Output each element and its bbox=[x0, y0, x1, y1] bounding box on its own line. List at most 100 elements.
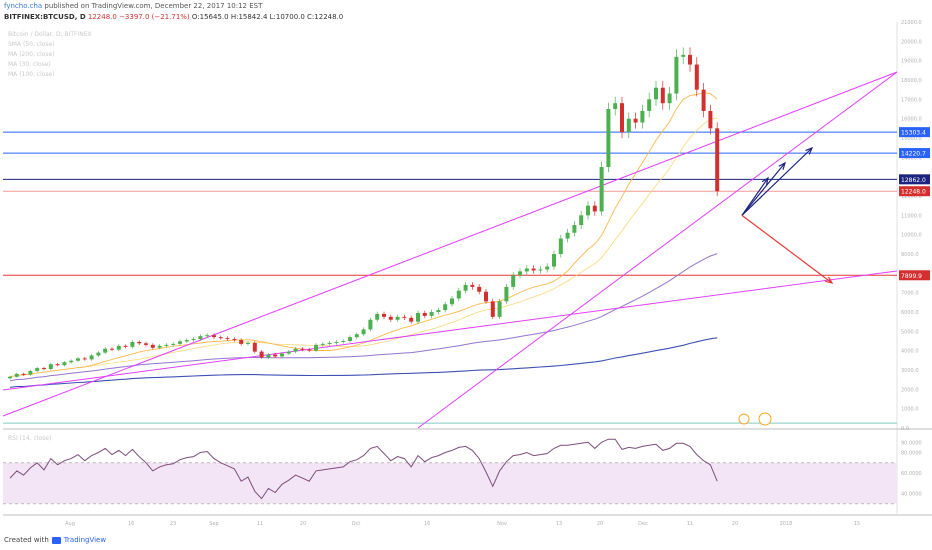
y-tick-label: 14000.0 bbox=[901, 155, 922, 161]
indicator-legend-item[interactable]: SMA (50, close) bbox=[8, 41, 55, 48]
y-tick-label: 1000.0 bbox=[901, 407, 919, 413]
candle bbox=[212, 335, 216, 338]
candle bbox=[701, 89, 706, 111]
candle bbox=[409, 317, 414, 322]
candle bbox=[613, 103, 618, 109]
ma30-line bbox=[9, 117, 718, 378]
candle bbox=[382, 313, 386, 317]
author-link[interactable]: fyncho.cha bbox=[4, 2, 43, 10]
candle bbox=[327, 342, 332, 344]
ohlc-values: O:15645.0 H:15842.4 L:10700.0 C:12248.0 bbox=[191, 13, 344, 21]
candle bbox=[280, 353, 284, 357]
candle bbox=[191, 339, 196, 341]
y-tick-label: 15000.0 bbox=[901, 136, 922, 142]
candle bbox=[586, 205, 590, 216]
candle bbox=[688, 54, 692, 65]
y-tick-label: 5000.0 bbox=[901, 329, 919, 335]
rsi-tick-label: 40.0000 bbox=[901, 492, 922, 498]
projection-arrow-up-2 bbox=[741, 162, 786, 216]
candle bbox=[484, 291, 488, 302]
tradingview-brand[interactable]: TradingView bbox=[63, 536, 107, 544]
candle bbox=[14, 373, 19, 377]
candle bbox=[76, 358, 80, 361]
candle bbox=[252, 342, 257, 352]
candle bbox=[246, 342, 250, 344]
candle bbox=[647, 99, 652, 111]
y-tick-label: 9000.0 bbox=[901, 252, 919, 258]
ma50-line bbox=[9, 92, 718, 378]
rsi-tick-label: 80.0000 bbox=[901, 451, 922, 457]
candle bbox=[443, 304, 448, 311]
projection-arrow-up-1 bbox=[741, 147, 813, 216]
symbol-label: BITFINEX:BTCUSD, D bbox=[4, 13, 86, 21]
candle bbox=[62, 362, 67, 366]
candle bbox=[320, 343, 325, 345]
ma200-line bbox=[9, 253, 718, 382]
candle bbox=[504, 286, 509, 302]
candle bbox=[239, 340, 244, 344]
x-tick-label: 20 bbox=[300, 521, 306, 527]
y-tick-label: 12000.0 bbox=[901, 194, 922, 200]
candle bbox=[8, 376, 12, 379]
candle bbox=[640, 110, 645, 123]
x-tick-label: 23 bbox=[170, 521, 176, 527]
candle bbox=[518, 271, 522, 276]
candle bbox=[171, 343, 176, 345]
x-tick-label: 11 bbox=[257, 521, 263, 527]
trendline-upper bbox=[2, 71, 898, 417]
candle bbox=[368, 319, 373, 330]
candle bbox=[592, 205, 597, 212]
indicator-legend-item[interactable]: MA (200, close) bbox=[8, 51, 55, 58]
candle bbox=[69, 360, 74, 363]
y-tick-label: 18000.0 bbox=[901, 78, 922, 84]
trendline-lower bbox=[2, 270, 898, 391]
candle bbox=[341, 341, 346, 342]
event-badge-icon bbox=[758, 412, 772, 426]
candle bbox=[300, 348, 305, 350]
candle bbox=[218, 337, 223, 339]
price-label: 7899.9 bbox=[901, 273, 922, 280]
candle bbox=[463, 284, 468, 291]
candle bbox=[660, 87, 665, 104]
candle bbox=[524, 268, 529, 272]
candle bbox=[334, 341, 339, 343]
candle bbox=[402, 316, 407, 318]
candle bbox=[606, 109, 611, 167]
candle bbox=[538, 269, 543, 271]
indicator-legend-item[interactable]: Bitcoin / Dollar, D, BITFINEX bbox=[8, 31, 92, 38]
candle bbox=[354, 334, 359, 338]
indicator-legend-item[interactable]: MA (30, close) bbox=[8, 61, 51, 68]
candle bbox=[266, 354, 271, 358]
candle bbox=[116, 345, 121, 350]
candle bbox=[620, 103, 624, 133]
candle bbox=[55, 364, 60, 366]
y-tick-label: 0.0 bbox=[901, 426, 909, 432]
candle bbox=[286, 351, 291, 354]
y-tick-label: 4000.0 bbox=[901, 349, 919, 355]
candle bbox=[150, 344, 155, 348]
candle bbox=[178, 341, 182, 344]
rsi-line bbox=[9, 438, 718, 500]
candle bbox=[164, 344, 169, 346]
candle bbox=[198, 336, 203, 340]
projection-arrow-down bbox=[741, 214, 833, 284]
candle bbox=[137, 341, 142, 344]
y-tick-label: 17000.0 bbox=[901, 97, 922, 103]
candle bbox=[103, 348, 108, 353]
y-tick-label: 20000.0 bbox=[901, 39, 922, 45]
candle bbox=[579, 215, 584, 225]
trendline-steep bbox=[417, 71, 898, 429]
event-badge-icon bbox=[738, 413, 750, 425]
rsi-tick-label: 90.0000 bbox=[901, 440, 922, 446]
indicator-legend-item[interactable]: MA (100, close) bbox=[8, 71, 55, 78]
candle bbox=[307, 349, 312, 351]
x-tick-label: 11 bbox=[687, 521, 693, 527]
candle bbox=[681, 54, 686, 57]
candle bbox=[436, 310, 441, 312]
candle bbox=[565, 232, 570, 239]
rsi-band bbox=[3, 462, 897, 504]
y-tick-label: 6000.0 bbox=[901, 310, 919, 316]
price-label-box bbox=[899, 127, 930, 138]
projection-arrow-up-1-head bbox=[805, 146, 814, 155]
